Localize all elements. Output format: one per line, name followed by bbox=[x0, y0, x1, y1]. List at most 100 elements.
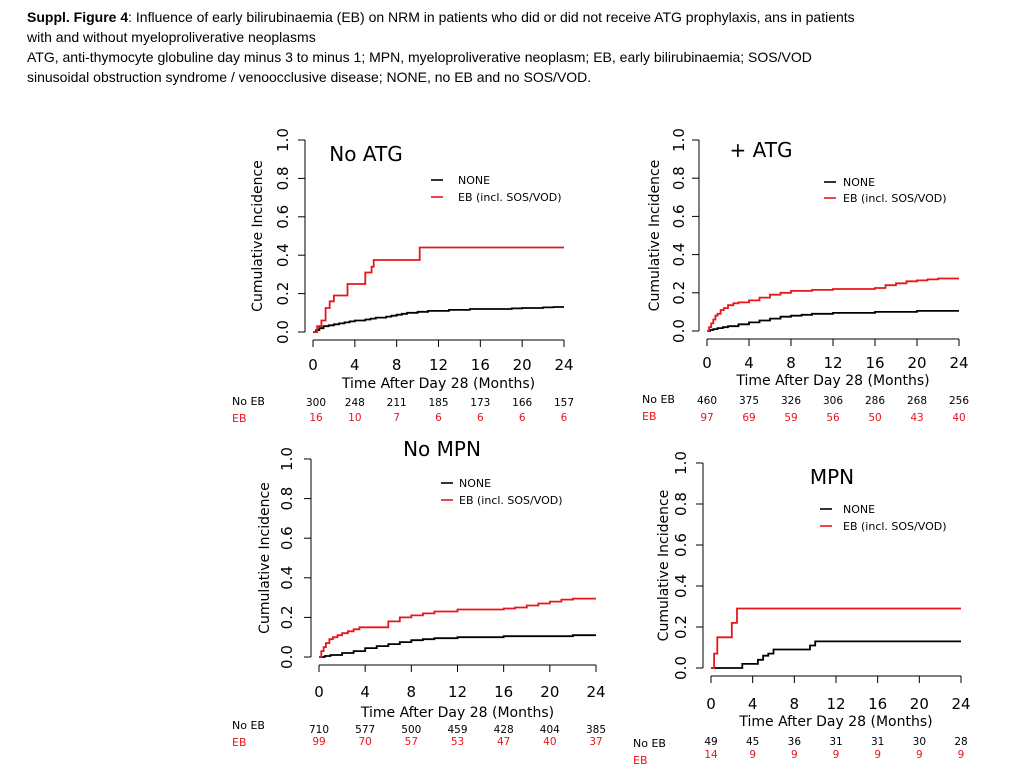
panel-1-risk-no-eb-value: 248 bbox=[345, 397, 365, 409]
panel-1-risk-eb-value: 6 bbox=[561, 412, 568, 424]
panel-4-risk-eb-value: 9 bbox=[958, 749, 965, 761]
panel-1-risk-no-eb-value: 157 bbox=[554, 397, 574, 409]
panel-4-y-tick-label: 0.8 bbox=[672, 492, 690, 516]
panel-1-risk-no-eb-value: 166 bbox=[512, 397, 532, 409]
panel-4-x-tick-label: 20 bbox=[910, 695, 929, 713]
panel-1-series-eb-line bbox=[313, 246, 564, 333]
panel-3-x-tick-label: 16 bbox=[494, 683, 513, 701]
panel-2-risk-label-no-eb: No EB bbox=[642, 393, 675, 406]
panel-1-risk-no-eb-value: 185 bbox=[428, 397, 448, 409]
panel-2-x-tick-label: 4 bbox=[744, 354, 754, 372]
panel-1-risk-eb-value: 16 bbox=[309, 412, 323, 424]
panel-3-risk-no-eb-value: 385 bbox=[586, 724, 606, 736]
panel-4-series-eb-line bbox=[711, 607, 961, 669]
panel-2-legend-none-label: NONE bbox=[843, 176, 875, 189]
panel-4-risk-eb-value: 9 bbox=[833, 749, 840, 761]
panel-1-risk-label-eb: EB bbox=[232, 412, 247, 425]
panel-2-risk-eb-value: 43 bbox=[910, 412, 923, 424]
panel-2-x-tick-label: 24 bbox=[949, 354, 968, 372]
panel-2-series-none-line bbox=[707, 310, 959, 332]
panel-1-risk-eb-value: 7 bbox=[393, 412, 400, 424]
panel-4-risk-no-eb-value: 31 bbox=[871, 736, 884, 748]
panel-1-risk-label-no-eb: No EB bbox=[232, 395, 265, 408]
caption-line-2: with and without myeloproliverative neop… bbox=[27, 29, 316, 45]
panel-4-risk-eb-value: 14 bbox=[704, 749, 718, 761]
panel-2-risk-no-eb-value: 286 bbox=[865, 395, 885, 407]
panel-4-y-tick-label: 0.4 bbox=[672, 574, 690, 598]
panel-1-risk-eb-value: 6 bbox=[477, 412, 484, 424]
panel-3-x-axis-label: Time After Day 28 (Months) bbox=[360, 705, 554, 721]
panel-2-x-tick-label: 16 bbox=[865, 354, 884, 372]
panel-2-series-eb-line bbox=[707, 277, 959, 332]
panel-4-risk-label-eb: EB bbox=[633, 754, 648, 767]
caption-line-4: sinusoidal obstruction syndrome / venooc… bbox=[27, 69, 592, 85]
panel-3-risk-eb-value: 99 bbox=[312, 736, 325, 748]
panel-4-legend-none-label: NONE bbox=[843, 503, 875, 516]
panel-3-risk-no-eb-value: 428 bbox=[494, 724, 514, 736]
panel-3-legend-none-label: NONE bbox=[459, 477, 491, 490]
caption-line-3: ATG, anti-thymocyte globuline day minus … bbox=[27, 49, 812, 65]
panel-3-y-tick-label: 0.0 bbox=[278, 645, 296, 669]
panel-4-risk-no-eb-value: 36 bbox=[788, 736, 802, 748]
panel-4-x-tick-label: 8 bbox=[790, 695, 800, 713]
panel-3-x-tick-label: 0 bbox=[314, 683, 324, 701]
panel-1-risk-no-eb-value: 173 bbox=[470, 397, 490, 409]
panel-3-risk-no-eb-value: 404 bbox=[540, 724, 560, 736]
panel-4-x-axis-label: Time After Day 28 (Months) bbox=[738, 714, 932, 730]
panel-2-y-tick-label: 0.0 bbox=[670, 319, 688, 343]
panel-2-risk-eb-value: 50 bbox=[868, 412, 881, 424]
panel-3-risk-eb-value: 57 bbox=[405, 736, 418, 748]
caption-figure-label: Suppl. Figure 4 bbox=[27, 9, 129, 25]
panel-3-x-tick-label: 12 bbox=[448, 683, 467, 701]
panel-2-y-tick-label: 0.8 bbox=[670, 166, 688, 190]
panel-3-y-tick-label: 0.8 bbox=[278, 487, 296, 511]
panel-2-risk-no-eb-value: 375 bbox=[739, 395, 759, 407]
panel-2-risk-no-eb-value: 256 bbox=[949, 395, 969, 407]
panel-3-y-tick-label: 0.6 bbox=[278, 526, 296, 550]
panel-2-risk-no-eb-value: 268 bbox=[907, 395, 927, 407]
panel-3-risk-eb-value: 47 bbox=[497, 736, 510, 748]
panel-4-x-tick-label: 16 bbox=[868, 695, 887, 713]
panel-1-y-tick-label: 0.4 bbox=[274, 243, 292, 267]
panel-1-y-axis-label: Cumulative Incidence bbox=[250, 160, 266, 312]
panel-4-x-tick-label: 4 bbox=[748, 695, 758, 713]
panel-4-risk-no-eb-value: 49 bbox=[704, 736, 717, 748]
panel-3-x-tick-label: 20 bbox=[540, 683, 559, 701]
panel-3-y-axis-label: Cumulative Incidence bbox=[257, 482, 273, 634]
panel-1-x-tick-label: 8 bbox=[392, 356, 402, 374]
panel-2-y-axis-label: Cumulative Incidence bbox=[647, 160, 663, 312]
panel-2-y-tick-label: 0.4 bbox=[670, 243, 688, 267]
panel-3-series-eb-line bbox=[319, 597, 596, 658]
panel-1-y-tick-label: 1.0 bbox=[274, 128, 292, 152]
panel-4-x-tick-label: 24 bbox=[951, 695, 970, 713]
panel-1-x-tick-label: 20 bbox=[513, 356, 532, 374]
panel-4-risk-label-no-eb: No EB bbox=[633, 737, 666, 750]
panel-3-x-tick-label: 4 bbox=[360, 683, 370, 701]
panel-1-risk-no-eb-value: 300 bbox=[306, 397, 326, 409]
panel-4-y-tick-label: 0.6 bbox=[672, 533, 690, 557]
panel-4-x-tick-label: 12 bbox=[826, 695, 845, 713]
panel-4-risk-eb-value: 9 bbox=[749, 749, 756, 761]
panel-2-x-axis-label: Time After Day 28 (Months) bbox=[735, 373, 929, 389]
panel-3-risk-eb-value: 53 bbox=[451, 736, 464, 748]
caption-line-1-text: : Influence of early bilirubinaemia (EB)… bbox=[128, 9, 855, 25]
panel-2-title: + ATG bbox=[730, 138, 793, 162]
panel-1-y-tick-label: 0.6 bbox=[274, 205, 292, 229]
panel-3-x-tick-label: 24 bbox=[586, 683, 605, 701]
panel-1-x-tick-label: 4 bbox=[350, 356, 360, 374]
panel-2-risk-eb-value: 59 bbox=[784, 412, 797, 424]
panel-2-y-tick-label: 1.0 bbox=[670, 128, 688, 152]
panel-2-risk-eb-value: 40 bbox=[952, 412, 965, 424]
panel-3-risk-label-no-eb: No EB bbox=[232, 719, 265, 732]
panel-2-x-tick-label: 0 bbox=[702, 354, 712, 372]
panel-4-risk-eb-value: 9 bbox=[874, 749, 881, 761]
panel-1-x-tick-label: 12 bbox=[429, 356, 448, 374]
figure-caption: Suppl. Figure 4: Influence of early bili… bbox=[27, 7, 1007, 87]
panel-1-risk-eb-value: 6 bbox=[435, 412, 442, 424]
panel-3-y-tick-label: 0.2 bbox=[278, 605, 296, 629]
panel-3-y-tick-label: 0.4 bbox=[278, 566, 296, 590]
panel-4-risk-no-eb-value: 45 bbox=[746, 736, 759, 748]
panel-3-legend-eb-label: EB (incl. SOS/VOD) bbox=[459, 494, 563, 507]
panel-2-legend-eb-label: EB (incl. SOS/VOD) bbox=[843, 192, 947, 205]
panel-3-risk-eb-value: 40 bbox=[543, 736, 556, 748]
